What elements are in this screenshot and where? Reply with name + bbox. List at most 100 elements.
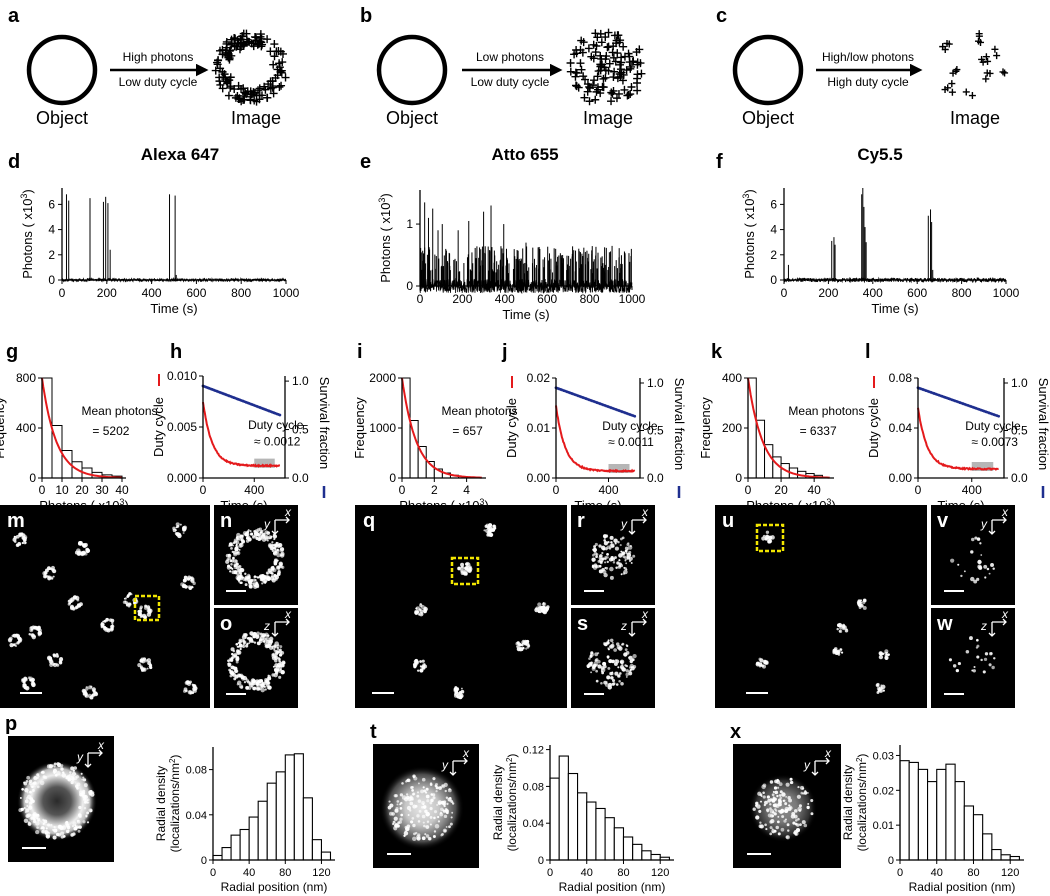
localization bbox=[595, 669, 598, 673]
localization bbox=[784, 809, 789, 814]
cross-mark bbox=[984, 57, 992, 65]
x-tick-label: 80 bbox=[617, 867, 629, 879]
axis-letter-y: z bbox=[263, 619, 270, 633]
localization bbox=[273, 543, 277, 547]
localization bbox=[423, 824, 426, 828]
y-tick-label: 400 bbox=[16, 421, 36, 435]
localization bbox=[592, 553, 595, 557]
localization bbox=[57, 833, 62, 837]
localization bbox=[137, 663, 142, 668]
cross-mark bbox=[623, 91, 632, 100]
cross-mark bbox=[256, 32, 265, 41]
y-tick-label: 0.04 bbox=[889, 421, 913, 435]
localization bbox=[231, 652, 234, 656]
localization bbox=[601, 551, 604, 555]
localization bbox=[23, 781, 26, 784]
localization bbox=[881, 652, 884, 655]
localization bbox=[457, 696, 460, 699]
localization bbox=[619, 537, 623, 541]
localization bbox=[234, 674, 239, 679]
localization bbox=[771, 829, 776, 834]
duty-cycle-chart-2: 0.000.040.080.00.51.00400Time (s)Duty cy… bbox=[866, 371, 1050, 513]
localization bbox=[53, 765, 56, 768]
cross-mark bbox=[611, 57, 620, 66]
cross-mark bbox=[592, 42, 601, 51]
localization bbox=[624, 549, 628, 553]
localization bbox=[614, 542, 617, 545]
localization bbox=[84, 693, 88, 697]
localization bbox=[608, 659, 613, 664]
localization bbox=[23, 806, 26, 810]
localization bbox=[36, 626, 39, 629]
localization bbox=[278, 561, 283, 566]
radial-bar bbox=[991, 848, 1002, 861]
localization bbox=[607, 685, 613, 690]
localization bbox=[137, 610, 141, 613]
cross-mark bbox=[237, 85, 246, 94]
localization bbox=[436, 804, 439, 806]
cross-mark bbox=[602, 52, 611, 61]
localization bbox=[236, 683, 240, 686]
localization bbox=[258, 527, 263, 531]
sparse-structure bbox=[836, 622, 849, 633]
localization bbox=[761, 664, 765, 668]
localization bbox=[447, 788, 452, 793]
localization bbox=[78, 815, 81, 817]
y-tick-label: 0.12 bbox=[523, 745, 544, 757]
localization bbox=[614, 546, 619, 551]
localization bbox=[144, 604, 148, 608]
axis-arrows bbox=[988, 618, 1007, 637]
localization bbox=[240, 685, 244, 689]
localization bbox=[785, 782, 790, 787]
localization bbox=[52, 662, 58, 668]
cross-mark bbox=[211, 66, 220, 75]
localization bbox=[627, 542, 630, 545]
object-circle bbox=[376, 34, 448, 106]
localization bbox=[603, 541, 609, 546]
localization bbox=[264, 688, 267, 691]
localization bbox=[124, 597, 128, 600]
y-tick-label: 0 bbox=[770, 273, 777, 287]
localization bbox=[779, 804, 782, 807]
localization bbox=[590, 671, 593, 674]
localization bbox=[88, 685, 93, 690]
localization bbox=[444, 789, 447, 793]
localization bbox=[250, 532, 254, 536]
localization bbox=[618, 559, 621, 562]
cross-mark bbox=[993, 52, 1001, 60]
y-axis-unit: (localizations/nm2) bbox=[168, 755, 183, 853]
localization bbox=[24, 799, 29, 804]
localization bbox=[259, 635, 265, 641]
duty-cycle-curve bbox=[202, 401, 281, 469]
localization bbox=[517, 642, 522, 647]
zoom-panel-w bbox=[931, 608, 1015, 708]
localization bbox=[146, 667, 149, 670]
localization bbox=[139, 658, 144, 663]
localization bbox=[107, 628, 110, 631]
cross-mark bbox=[605, 59, 614, 68]
localization bbox=[875, 683, 880, 688]
localization bbox=[465, 561, 470, 566]
localization bbox=[790, 780, 794, 785]
radial-bar bbox=[622, 836, 634, 861]
localization bbox=[878, 651, 883, 656]
localization bbox=[77, 829, 81, 833]
y-tick-label: 1 bbox=[406, 217, 413, 231]
localization bbox=[447, 797, 452, 802]
localization bbox=[244, 532, 249, 537]
y-tick-label: 4 bbox=[48, 223, 55, 237]
localization bbox=[619, 664, 624, 669]
localization bbox=[265, 678, 270, 683]
localization bbox=[48, 567, 52, 570]
localization bbox=[178, 532, 181, 536]
y2-tick-label: 0.0 bbox=[647, 471, 664, 485]
localization bbox=[26, 805, 29, 807]
localization bbox=[85, 685, 89, 689]
localization bbox=[606, 553, 609, 556]
localization bbox=[403, 831, 409, 836]
localization bbox=[437, 820, 441, 823]
localization bbox=[35, 829, 40, 835]
radial-bar bbox=[558, 755, 569, 861]
localization bbox=[277, 569, 281, 573]
localization bbox=[44, 568, 49, 573]
